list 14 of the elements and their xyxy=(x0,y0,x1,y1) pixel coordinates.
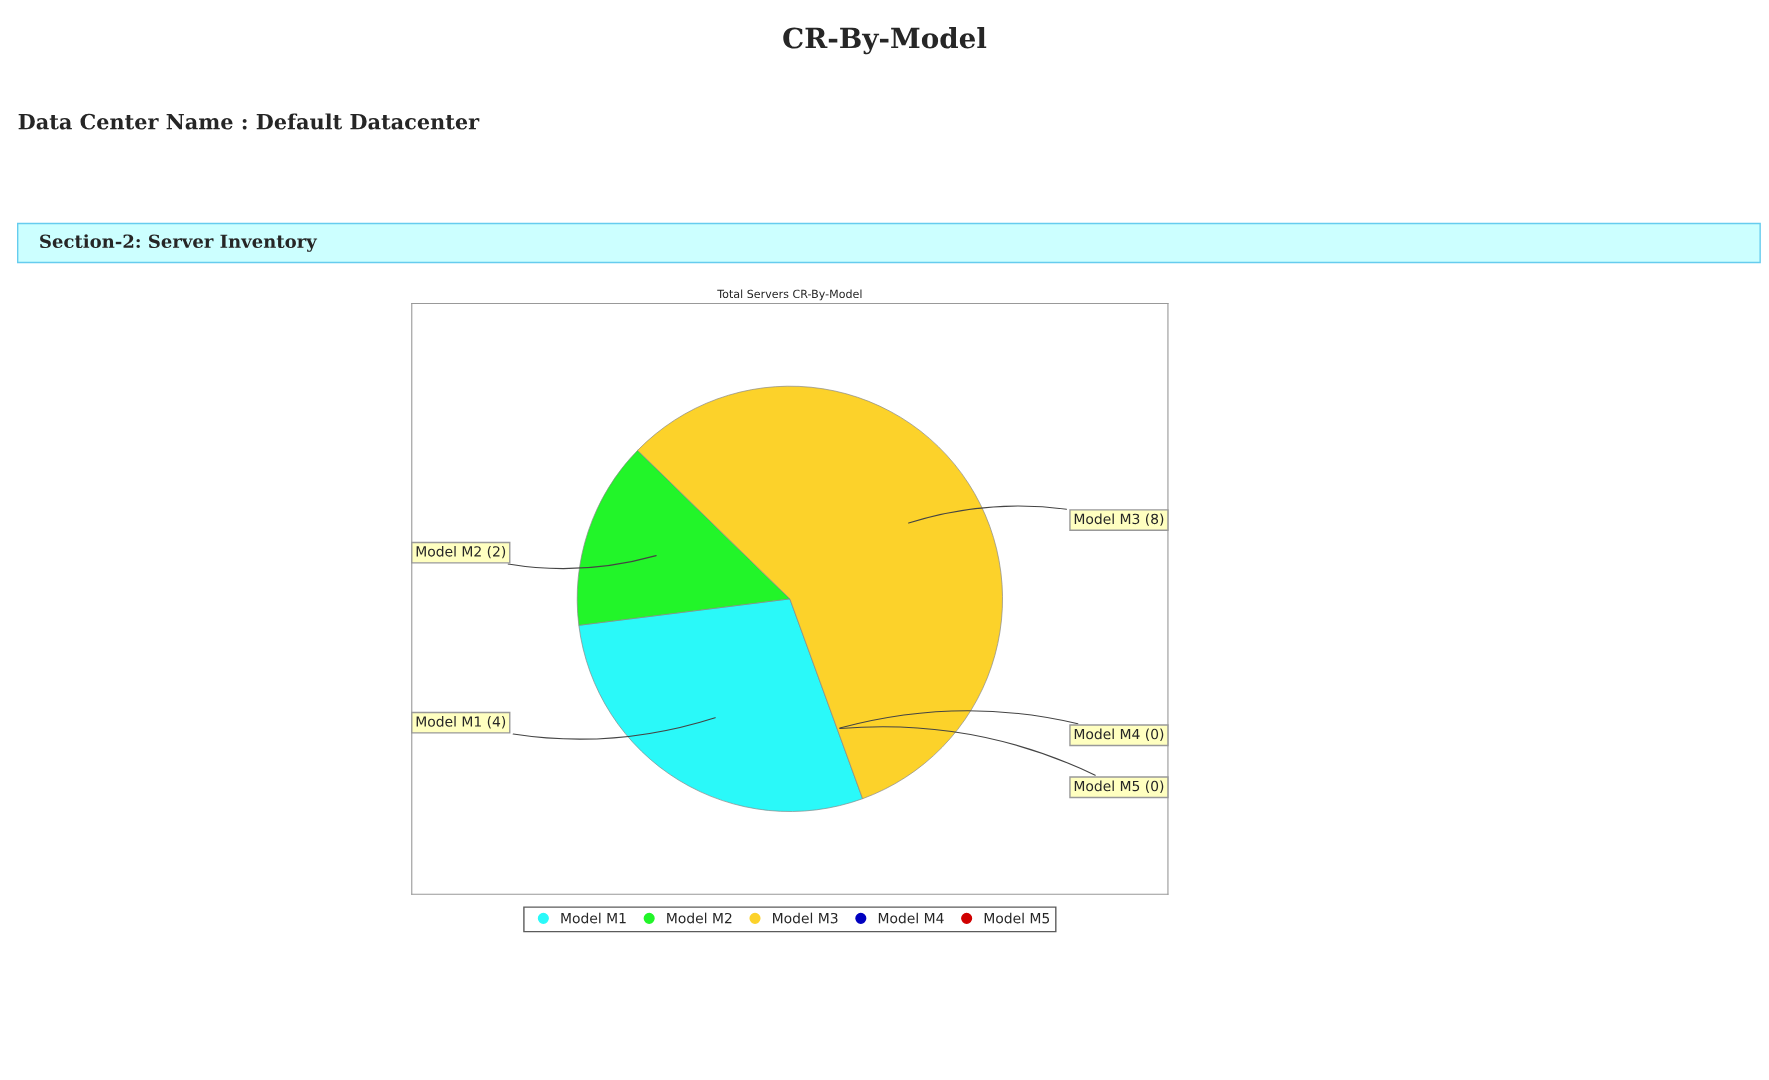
legend-label: Model M5 xyxy=(984,912,1050,924)
text: Data Center Name : Default Datacenter xyxy=(18,113,480,130)
data-label: Model M2 (2) xyxy=(416,545,506,559)
legend-label: Model M2 xyxy=(667,912,732,924)
text: Total Servers CR-By-Model xyxy=(717,289,862,301)
chart-title: CR-By-Model xyxy=(783,27,987,55)
legend-label: Model M1 xyxy=(561,912,626,924)
data-label: Model M3 (8) xyxy=(1074,513,1164,526)
legend-label: Model M4 xyxy=(878,912,944,924)
text: Section-2: Server Inventory xyxy=(40,234,318,252)
text: Model M5 (0) xyxy=(1074,780,1164,793)
text: Model M4 (0) xyxy=(1074,728,1164,741)
data-label: Model M1 (4) xyxy=(416,715,506,729)
legend-label: Model M3 xyxy=(773,912,838,924)
